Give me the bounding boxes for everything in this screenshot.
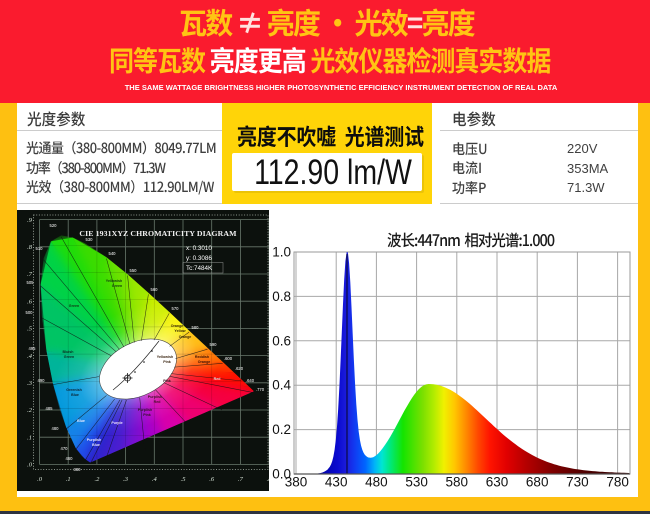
svg-text:780: 780 — [606, 475, 629, 490]
svg-text:.2: .2 — [94, 476, 100, 483]
svg-text:.3: .3 — [27, 380, 33, 387]
svg-text:0.8: 0.8 — [272, 289, 291, 304]
svg-text:Blue: Blue — [71, 393, 79, 397]
svg-text:Pink: Pink — [163, 379, 171, 383]
svg-text:x: 0.3010: x: 0.3010 — [186, 245, 212, 252]
svg-text:y: 0.3086: y: 0.3086 — [186, 255, 212, 262]
svg-text:.5: .5 — [180, 476, 186, 483]
svg-text:550: 550 — [129, 268, 137, 273]
svg-text:Purple: Purple — [111, 421, 122, 425]
svg-text:.4: .4 — [151, 476, 157, 483]
svg-text:.770: .770 — [255, 387, 264, 392]
svg-text:Purplish: Purplish — [86, 438, 100, 442]
svg-text:570: 570 — [171, 306, 179, 311]
svg-text:.1: .1 — [27, 434, 32, 441]
svg-text:Red: Red — [213, 377, 220, 381]
svg-text:.600: .600 — [223, 356, 232, 361]
svg-text:Red: Red — [153, 400, 160, 404]
svg-text:CIE 1931XYZ CHROMATICITY DIA: CIE 1931XYZ CHROMATICITY DIAGRAM — [79, 229, 237, 238]
svg-text:.4: .4 — [27, 353, 33, 360]
svg-text:530: 530 — [405, 475, 428, 490]
svg-text:0.4: 0.4 — [272, 378, 291, 393]
svg-text:0.0: 0.0 — [272, 467, 291, 482]
svg-text:505: 505 — [26, 280, 34, 285]
svg-text:0.2: 0.2 — [272, 422, 291, 437]
svg-text:.0: .0 — [37, 476, 43, 483]
svg-text:470: 470 — [60, 446, 68, 451]
svg-text:Yellow: Yellow — [174, 329, 185, 333]
svg-text:Green: Green — [68, 304, 78, 308]
svg-text:Orange: Orange — [197, 360, 210, 364]
svg-text:Pink: Pink — [163, 360, 171, 364]
svg-text:530: 530 — [85, 237, 93, 242]
svg-text:590: 590 — [209, 342, 217, 347]
svg-text:Orange: Orange — [178, 335, 191, 339]
svg-text:.2: .2 — [27, 407, 33, 414]
svg-text:.1: .1 — [65, 476, 70, 483]
svg-text:1.0: 1.0 — [272, 245, 291, 260]
svg-text:480: 480 — [365, 475, 388, 490]
svg-text:Tc:7484K: Tc:7484K — [186, 265, 213, 272]
svg-text:540: 540 — [108, 251, 116, 256]
svg-text:.6: .6 — [209, 476, 215, 483]
svg-text:.3: .3 — [123, 476, 129, 483]
svg-text:520: 520 — [49, 223, 57, 228]
svg-text:.7: .7 — [237, 476, 243, 483]
svg-text:Green: Green — [63, 355, 73, 359]
svg-text:430: 430 — [325, 475, 348, 490]
svg-text:Purplish: Purplish — [137, 408, 151, 412]
svg-text:.7: .7 — [27, 271, 33, 278]
svg-text:Green: Green — [111, 284, 121, 288]
svg-text:510: 510 — [35, 246, 43, 251]
svg-text:Greenish: Greenish — [66, 388, 82, 392]
svg-text:.0: .0 — [27, 462, 33, 469]
svg-text:500: 500 — [25, 310, 33, 315]
svg-text:.640: .640 — [245, 378, 254, 383]
svg-text:580: 580 — [446, 475, 469, 490]
svg-text:Pink: Pink — [143, 413, 151, 417]
svg-text:.620: .620 — [234, 366, 243, 371]
svg-text:Bluish: Bluish — [62, 350, 73, 354]
svg-text:460: 460 — [65, 456, 73, 461]
svg-text:560: 560 — [150, 287, 158, 292]
svg-text:.9: .9 — [27, 217, 33, 224]
svg-text:680: 680 — [526, 475, 549, 490]
svg-text:580: 580 — [191, 325, 199, 330]
svg-text:380: 380 — [285, 475, 308, 490]
svg-text:0.6: 0.6 — [272, 333, 291, 348]
svg-text:Reddish: Reddish — [194, 355, 208, 359]
svg-text:Orange: Orange — [170, 324, 183, 328]
svg-text:.8: .8 — [266, 476, 268, 483]
svg-text:Purplish: Purplish — [147, 395, 161, 399]
svg-text:490: 490 — [37, 378, 45, 383]
svg-text:Yellowish: Yellowish — [156, 355, 172, 359]
svg-text:.6: .6 — [27, 298, 33, 305]
svg-text:495: 495 — [28, 346, 36, 351]
svg-text:Yellowish: Yellowish — [105, 279, 121, 283]
svg-text:380: 380 — [73, 467, 81, 472]
svg-text:Blue: Blue — [77, 419, 85, 423]
svg-text:.5: .5 — [27, 326, 33, 333]
svg-text:730: 730 — [566, 475, 589, 490]
svg-text:630: 630 — [486, 475, 509, 490]
svg-text:480: 480 — [51, 426, 59, 431]
svg-text:Blue: Blue — [92, 443, 100, 447]
svg-text:.8: .8 — [27, 244, 33, 251]
svg-text:485: 485 — [45, 406, 53, 411]
